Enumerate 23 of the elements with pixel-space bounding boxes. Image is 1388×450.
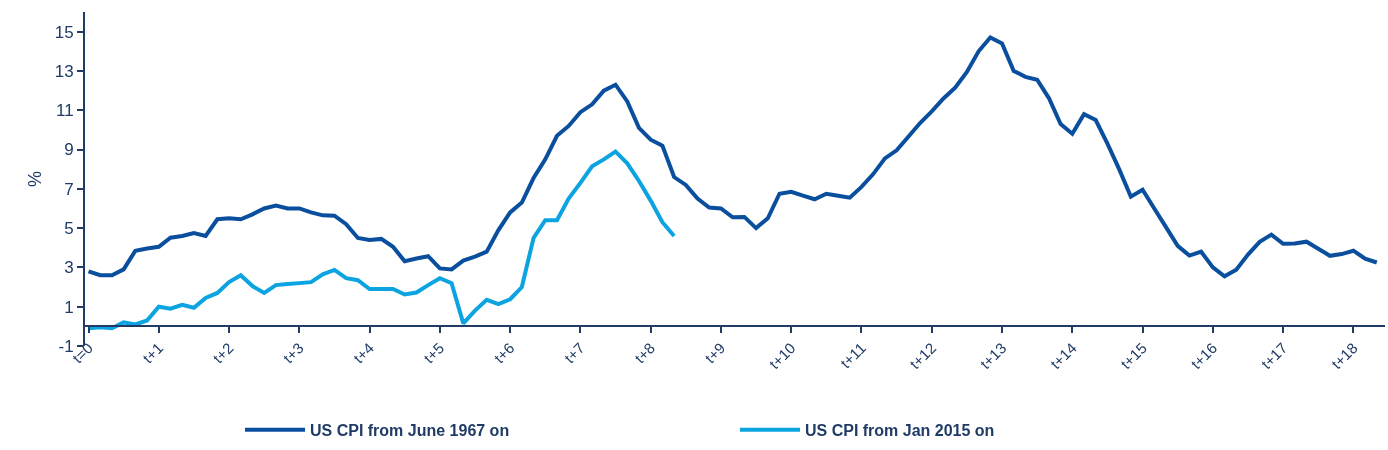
x-tick-label: t+6 <box>490 339 518 367</box>
x-tick-label: t+3 <box>279 339 307 367</box>
y-tick-label: 15 <box>54 22 74 42</box>
x-tick-label: t+7 <box>560 339 588 367</box>
y-tick-label: 9 <box>64 140 74 160</box>
y-tick-label: 3 <box>64 258 74 278</box>
legend-label: US CPI from June 1967 on <box>310 421 510 439</box>
y-tick-label: 5 <box>64 219 74 239</box>
y-tick-label: 7 <box>64 179 74 199</box>
line-series <box>86 35 1379 279</box>
x-tick-label: t+2 <box>209 339 237 367</box>
x-tick-label: t+11 <box>836 339 869 372</box>
y-tick-label: 13 <box>54 61 74 81</box>
x-tick-label: t+1 <box>139 339 167 367</box>
x-tick-label: t+8 <box>631 339 659 367</box>
y-axis-title: % <box>25 170 46 188</box>
x-tick-label: t+4 <box>349 339 378 367</box>
x-tick-label: t+5 <box>420 339 448 367</box>
x-tick-label: t+9 <box>701 339 729 367</box>
y-tick-label: -1 <box>58 336 74 356</box>
y-tick-label: 11 <box>55 101 74 121</box>
y-tick-label: 1 <box>64 297 74 317</box>
legend-label: US CPI from Jan 2015 on <box>805 421 995 439</box>
